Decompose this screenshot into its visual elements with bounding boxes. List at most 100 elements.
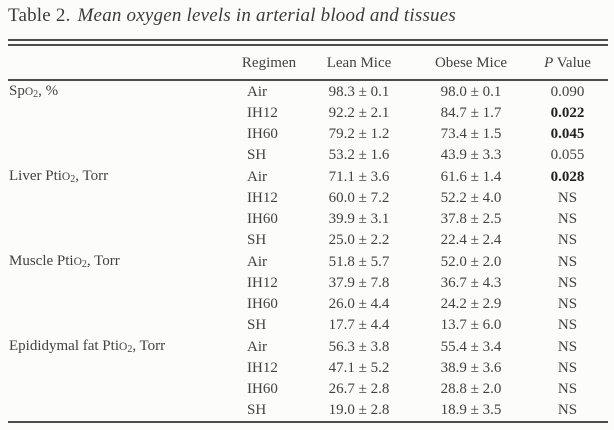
lean-mice-value: 56.3 ± 3.8: [328, 338, 390, 355]
regimen-cell: IH12: [247, 105, 278, 121]
table-container: Regimen Lean Mice Obese Mice P Value SpO…: [8, 39, 608, 423]
row-group-label: [8, 400, 235, 422]
column-header-obese-mice: Obese Mice: [415, 46, 527, 81]
table-title: Table 2. Mean oxygen levels in arterial b…: [8, 5, 456, 27]
column-header-lean-mice: Lean Mice: [303, 46, 415, 81]
table-row: IH60 39.9 ± 3.1 37.8 ± 2.5 NS: [8, 209, 608, 230]
obese-mice-value: 18.9 ± 3.5: [440, 402, 502, 418]
regimen-cell: Air: [247, 338, 267, 355]
table-row: SH 19.0 ± 2.8 18.9 ± 3.5 NS: [8, 400, 608, 422]
table-row: SH 53.2 ± 1.6 43.9 ± 3.3 0.055: [8, 145, 608, 166]
obese-mice-value: 43.9 ± 3.3: [440, 147, 502, 163]
lean-mice-value: 26.7 ± 2.8: [328, 381, 390, 397]
p-value-cell: NS: [557, 296, 578, 312]
row-group-label: Liver PtiO2, Torr: [9, 168, 109, 185]
table-row: IH12 60.0 ± 7.2 52.2 ± 4.0 NS: [8, 188, 608, 209]
obese-mice-value: 98.0 ± 0.1: [440, 83, 502, 100]
p-value-cell: 0.045: [550, 126, 585, 142]
regimen-cell: IH60: [247, 126, 278, 142]
regimen-cell: SH: [247, 402, 267, 418]
p-value-cell: 0.090: [550, 83, 585, 100]
lean-mice-value: 17.7 ± 4.4: [328, 317, 390, 333]
obese-mice-value: 52.0 ± 2.0: [440, 253, 502, 270]
p-value-cell: NS: [557, 232, 578, 248]
lean-mice-value: 53.2 ± 1.6: [328, 147, 390, 163]
p-value-cell: 0.022: [550, 105, 585, 121]
regimen-cell: SH: [247, 232, 267, 248]
row-group-label: [8, 273, 235, 294]
obese-mice-value: 24.2 ± 2.9: [440, 296, 502, 312]
lean-mice-value: 39.9 ± 3.1: [328, 211, 390, 227]
row-group-label: SpO2, %: [9, 83, 59, 100]
lean-mice-value: 71.1 ± 3.6: [328, 168, 390, 185]
lean-mice-value: 25.0 ± 2.2: [328, 232, 390, 248]
regimen-cell: Air: [247, 83, 267, 100]
p-value-cell: NS: [557, 275, 578, 291]
table-row: IH12 47.1 ± 5.2 38.9 ± 3.6 NS: [8, 358, 608, 379]
regimen-cell: Air: [247, 168, 267, 185]
obese-mice-value: 28.8 ± 2.0: [440, 381, 502, 397]
table-header: Regimen Lean Mice Obese Mice P Value: [8, 46, 608, 81]
p-value-cell: NS: [557, 360, 578, 376]
lean-mice-value: 37.9 ± 7.8: [328, 275, 390, 291]
table-row: SpO2, % Air 98.3 ± 0.1 98.0 ± 0.1 0.090: [8, 80, 608, 103]
table-row: IH60 26.7 ± 2.8 28.8 ± 2.0 NS: [8, 379, 608, 400]
regimen-cell: IH12: [247, 360, 278, 376]
row-group-label: [8, 294, 235, 315]
p-value-cell: 0.055: [550, 147, 585, 163]
table-row: Liver PtiO2, Torr Air 71.1 ± 3.6 61.6 ± 1.4…: [8, 166, 608, 188]
table-row: IH12 92.2 ± 2.1 84.7 ± 1.7 0.022: [8, 103, 608, 124]
row-group-label: [8, 315, 235, 336]
regimen-cell: IH12: [247, 275, 278, 291]
double-rule-divider: [8, 39, 608, 46]
table-row: SH 25.0 ± 2.2 22.4 ± 2.4 NS: [8, 230, 608, 251]
obese-mice-value: 61.6 ± 1.4: [440, 168, 502, 185]
table-number: Table 2.: [8, 5, 71, 26]
lean-mice-value: 98.3 ± 0.1: [328, 83, 390, 100]
lean-mice-value: 51.8 ± 5.7: [328, 253, 390, 270]
lean-mice-value: 19.0 ± 2.8: [328, 402, 390, 418]
obese-mice-value: 52.2 ± 4.0: [440, 190, 502, 206]
regimen-cell: SH: [247, 147, 267, 163]
lean-mice-value: 60.0 ± 7.2: [328, 190, 390, 206]
p-value-cell: NS: [557, 317, 578, 333]
lean-mice-value: 47.1 ± 5.2: [328, 360, 390, 376]
lean-mice-value: 26.0 ± 4.4: [328, 296, 390, 312]
p-value-cell: NS: [557, 211, 578, 227]
table-row: Muscle PtiO2, Torr Air 51.8 ± 5.7 52.0 ± 2.…: [8, 251, 608, 273]
obese-mice-value: 55.4 ± 3.4: [440, 338, 502, 355]
data-table: Regimen Lean Mice Obese Mice P Value SpO…: [8, 46, 608, 423]
p-value-cell: NS: [557, 190, 578, 206]
row-group-label: [8, 358, 235, 379]
obese-mice-value: 22.4 ± 2.4: [440, 232, 502, 248]
obese-mice-value: 13.7 ± 6.0: [440, 317, 502, 333]
regimen-cell: IH60: [247, 296, 278, 312]
regimen-cell: IH60: [247, 381, 278, 397]
p-value-cell: NS: [557, 402, 578, 418]
p-value-cell: 0.028: [550, 168, 585, 185]
row-group-label: Epididymal fat PtiO2, Torr: [9, 338, 166, 355]
obese-mice-value: 36.7 ± 4.3: [440, 275, 502, 291]
table-row: IH60 79.2 ± 1.2 73.4 ± 1.5 0.045: [8, 124, 608, 145]
p-value-italic-p: P: [544, 55, 554, 71]
table-body: SpO2, % Air 98.3 ± 0.1 98.0 ± 0.1 0.090 IH12 9…: [8, 80, 608, 422]
regimen-cell: SH: [247, 317, 267, 333]
row-group-label: [8, 230, 235, 251]
row-group-label: [8, 145, 235, 166]
table-row: IH60 26.0 ± 4.4 24.2 ± 2.9 NS: [8, 294, 608, 315]
header-row: Regimen Lean Mice Obese Mice P Value: [8, 46, 608, 81]
table-row: IH12 37.9 ± 7.8 36.7 ± 4.3 NS: [8, 273, 608, 294]
regimen-cell: IH60: [247, 211, 278, 227]
p-value-cell: NS: [557, 338, 578, 355]
regimen-cell: Air: [247, 253, 267, 270]
obese-mice-value: 84.7 ± 1.7: [440, 105, 502, 121]
p-value-cell: NS: [557, 253, 578, 270]
obese-mice-value: 38.9 ± 3.6: [440, 360, 502, 376]
column-header-empty: [8, 46, 235, 81]
lean-mice-value: 92.2 ± 2.1: [328, 105, 390, 121]
table-row: SH 17.7 ± 4.4 13.7 ± 6.0 NS: [8, 315, 608, 336]
p-value-rest: Value: [553, 55, 591, 71]
obese-mice-value: 73.4 ± 1.5: [440, 126, 502, 142]
row-group-label: Muscle PtiO2, Torr: [9, 253, 120, 270]
